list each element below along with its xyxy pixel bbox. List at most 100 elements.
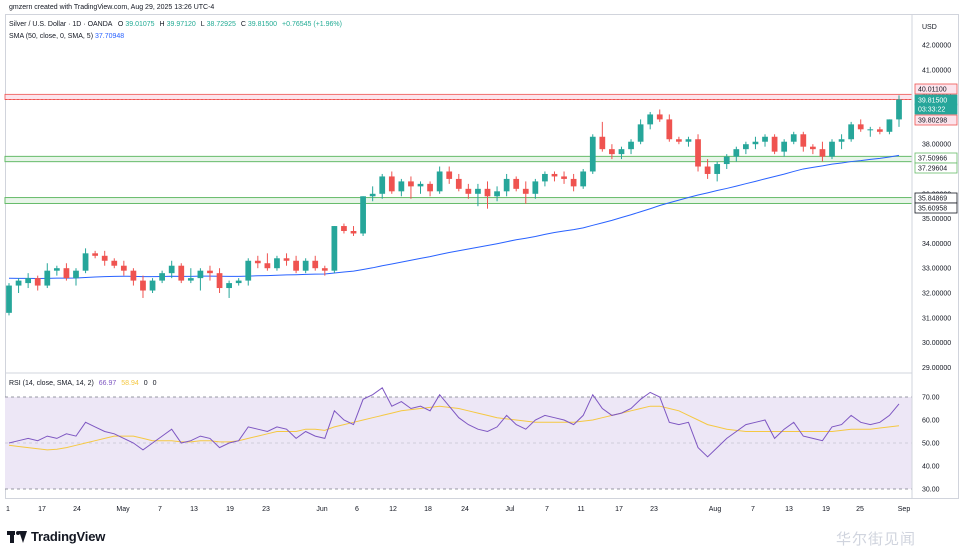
candle[interactable] <box>723 154 730 169</box>
candle[interactable] <box>551 171 558 182</box>
candle[interactable] <box>695 134 701 172</box>
candle[interactable] <box>207 265 213 281</box>
candle[interactable] <box>82 248 89 274</box>
candle[interactable] <box>628 139 634 155</box>
candle[interactable] <box>168 260 175 279</box>
candle[interactable] <box>848 121 855 142</box>
price-tag[interactable]: 35.60958 <box>914 202 958 214</box>
candle[interactable] <box>743 141 749 155</box>
candle[interactable] <box>350 226 357 236</box>
candle[interactable] <box>685 136 692 147</box>
candle[interactable] <box>704 159 711 179</box>
candle[interactable] <box>264 253 271 271</box>
candle[interactable] <box>714 161 721 182</box>
price-tag[interactable]: 35.84869 <box>914 192 958 204</box>
candle[interactable] <box>475 183 481 207</box>
candle[interactable] <box>522 181 529 204</box>
candle[interactable] <box>896 95 902 127</box>
candle[interactable] <box>293 255 299 274</box>
candle[interactable] <box>599 121 606 152</box>
candle[interactable] <box>465 183 472 199</box>
candle[interactable] <box>159 270 165 284</box>
candle[interactable] <box>149 278 156 293</box>
candle[interactable] <box>532 178 539 199</box>
candle[interactable] <box>838 134 845 150</box>
price-tag[interactable]: 03:33:22 <box>914 103 958 115</box>
candle[interactable] <box>140 275 146 298</box>
price-tag[interactable]: 40.01100 <box>914 83 958 95</box>
candle[interactable] <box>235 278 242 286</box>
candle[interactable] <box>245 258 252 286</box>
candle[interactable] <box>360 196 366 236</box>
candle[interactable] <box>130 268 137 286</box>
candle[interactable] <box>542 171 548 187</box>
candle[interactable] <box>379 173 386 199</box>
candle[interactable] <box>15 278 22 293</box>
candle[interactable] <box>800 131 807 152</box>
price-tag[interactable]: 39.81500 <box>914 94 958 106</box>
candle[interactable] <box>570 173 577 192</box>
candle[interactable] <box>819 141 826 162</box>
price-tag[interactable]: 39.80298 <box>914 114 958 126</box>
candle[interactable] <box>876 126 883 135</box>
candle[interactable] <box>676 136 682 145</box>
candle[interactable] <box>197 268 204 291</box>
price-tag[interactable]: 37.29604 <box>914 162 958 174</box>
candle[interactable] <box>331 226 338 274</box>
candle[interactable] <box>484 181 491 209</box>
candle[interactable] <box>341 223 347 234</box>
candle[interactable] <box>656 109 663 122</box>
candle[interactable] <box>6 283 12 316</box>
candle[interactable] <box>790 131 797 145</box>
candle[interactable] <box>427 181 433 197</box>
candle[interactable] <box>513 176 520 192</box>
candle[interactable] <box>771 134 778 155</box>
candle[interactable] <box>494 186 500 202</box>
candle[interactable] <box>580 169 587 189</box>
sma-label[interactable]: SMA (50, close, 0, SMA, 5) <box>9 33 94 40</box>
candle[interactable] <box>187 268 194 284</box>
candle[interactable] <box>321 265 328 276</box>
candle[interactable] <box>63 263 70 281</box>
candle[interactable] <box>455 173 462 192</box>
candle[interactable] <box>44 263 51 289</box>
symbol-name[interactable]: Silver / U.S. Dollar · 1D · OANDA <box>9 21 113 28</box>
candle[interactable] <box>857 119 864 132</box>
candle[interactable] <box>733 146 740 162</box>
tradingview-logo[interactable]: TradingView <box>7 529 105 544</box>
candle[interactable] <box>178 263 185 284</box>
candle[interactable] <box>398 178 405 197</box>
candle[interactable] <box>637 119 644 145</box>
candle[interactable] <box>73 268 79 286</box>
candle[interactable] <box>752 136 759 150</box>
candle[interactable] <box>867 126 874 137</box>
candle[interactable] <box>647 111 654 130</box>
candle[interactable] <box>609 144 615 160</box>
candle[interactable] <box>92 250 98 259</box>
candle[interactable] <box>446 166 453 184</box>
rsi-label[interactable]: RSI (14, close, SMA, 14, 2) <box>9 380 94 387</box>
candle[interactable] <box>666 114 673 142</box>
candle[interactable] <box>120 260 127 276</box>
candle[interactable] <box>111 258 118 269</box>
candle[interactable] <box>369 186 376 202</box>
candle[interactable] <box>589 134 596 174</box>
candle[interactable] <box>302 258 309 274</box>
candle[interactable] <box>561 171 567 184</box>
candle[interactable] <box>101 250 108 266</box>
candle[interactable] <box>762 134 768 147</box>
candle[interactable] <box>25 273 32 289</box>
candle[interactable] <box>810 144 816 155</box>
candle[interactable] <box>886 119 893 135</box>
candle[interactable] <box>254 255 261 269</box>
candle[interactable] <box>283 253 290 266</box>
candle[interactable] <box>34 275 41 291</box>
candle[interactable] <box>503 173 510 197</box>
candle[interactable] <box>417 181 424 194</box>
candle[interactable] <box>408 176 414 199</box>
candle[interactable] <box>274 255 280 271</box>
price-tag[interactable]: 37.50966 <box>914 152 958 164</box>
candle[interactable] <box>781 139 788 157</box>
candle[interactable] <box>53 265 60 276</box>
